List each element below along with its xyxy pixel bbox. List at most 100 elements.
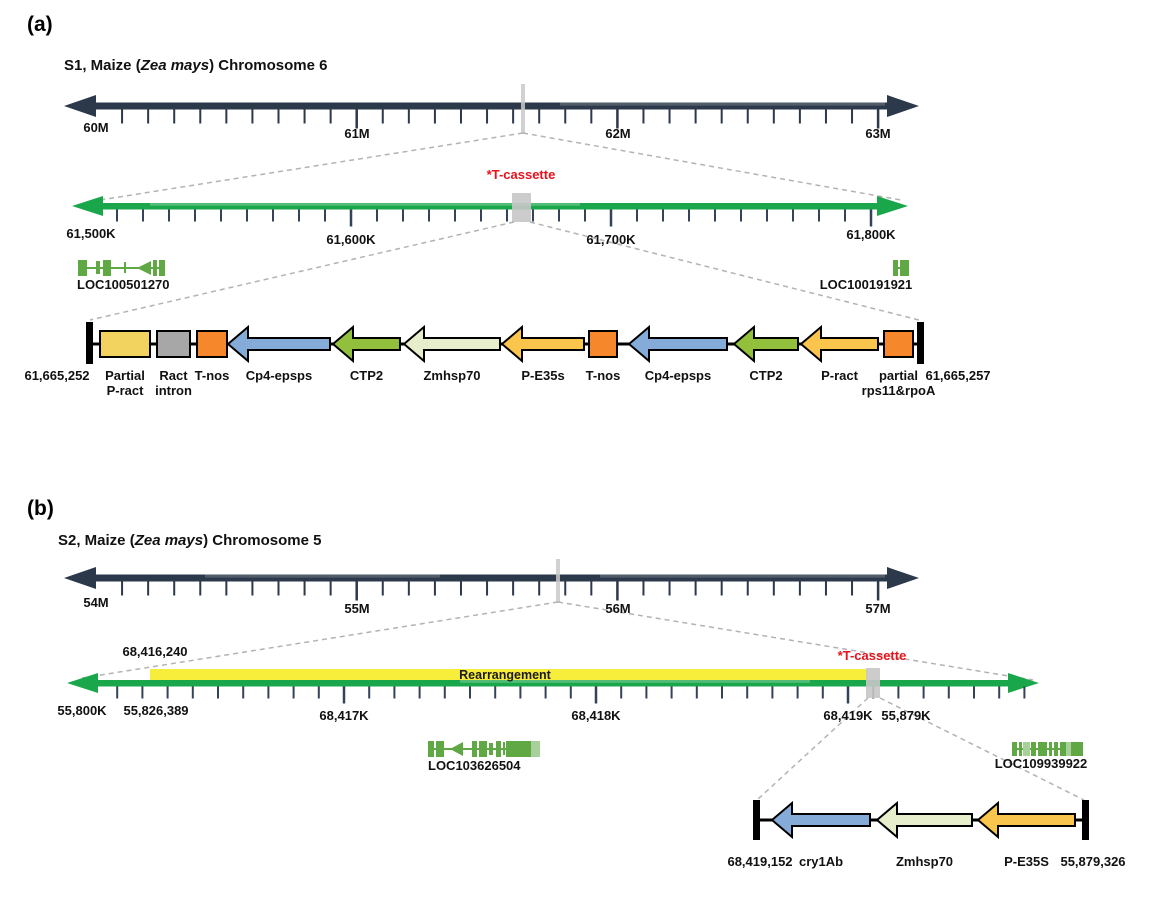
gene-label-loc109939922: LOC109939922 bbox=[994, 756, 1088, 771]
chrom-a-tick-label: 63M bbox=[865, 126, 891, 141]
gene-glyph-loc100501270 bbox=[78, 260, 165, 276]
gene-label-loc100501270: LOC100501270 bbox=[77, 277, 170, 292]
region-b-tick-label: 55,826,389 bbox=[123, 703, 189, 718]
cassette-element-box bbox=[196, 330, 228, 358]
region-b-tick-label: 68,419K bbox=[823, 708, 873, 723]
chrom-b-tick-label: 57M bbox=[865, 601, 891, 616]
chrom-b-tick-label: 54M bbox=[83, 595, 109, 610]
region-ruler-a bbox=[72, 196, 908, 227]
region-left-arrowhead bbox=[67, 673, 98, 693]
gene-label-loc100191921: LOC100191921 bbox=[819, 277, 913, 292]
chrom-a-tick-label: 60M bbox=[83, 120, 109, 135]
region-left-arrowhead bbox=[72, 196, 103, 216]
t-cassette-marker-a bbox=[512, 193, 531, 222]
gene-glyph-loc100191921 bbox=[893, 260, 909, 276]
rearrangement-breakpoint-coordinate: 68,416,240 bbox=[122, 644, 188, 659]
chrom-b-tick-label: 55M bbox=[344, 601, 370, 616]
t-cassette-label-b: *T-cassette bbox=[837, 648, 907, 663]
cassette-element-label: Partial P-ract bbox=[105, 368, 145, 398]
gene-direction-arrow bbox=[137, 261, 151, 275]
title-suffix: ) Chromosome 5 bbox=[203, 532, 322, 549]
chrom-a-tick-label: 62M bbox=[605, 126, 631, 141]
cassette-a-start-coordinate: 61,665,252 bbox=[24, 368, 90, 383]
title-species: Zea mays bbox=[140, 57, 210, 74]
cassette-element-box bbox=[883, 330, 914, 358]
cassette-element-label: CTP2 bbox=[349, 368, 384, 383]
ruler-left-arrowhead bbox=[64, 567, 96, 589]
region-b-tick-label: 68,418K bbox=[571, 708, 621, 723]
region-a-tick-label: 61,800K bbox=[846, 227, 896, 242]
cassette-element-label: P-E35s bbox=[521, 368, 565, 383]
panel-b-title: S2, Maize (Zea mays) Chromosome 5 bbox=[58, 532, 321, 549]
cassette-element-label: T-nos bbox=[585, 368, 621, 383]
cassette-border-bar bbox=[1082, 800, 1089, 840]
cassette-border-bar bbox=[917, 322, 924, 364]
cassette-element-label: Cp4-epsps bbox=[644, 368, 712, 383]
region-a-tick-label: 61,700K bbox=[586, 232, 636, 247]
cassette-element-label: P-E35S bbox=[1004, 854, 1049, 869]
panel-a-title: S1, Maize (Zea mays) Chromosome 6 bbox=[64, 57, 327, 74]
gene-glyph-loc103626504 bbox=[428, 741, 540, 757]
chromosome-ruler-b bbox=[64, 567, 919, 601]
panel-b-tag: (b) bbox=[27, 497, 54, 520]
region-a-tick-label: 61,500K bbox=[66, 226, 116, 241]
region-right-arrowhead bbox=[877, 196, 908, 216]
zoom-projection-lines-b-bottom bbox=[756, 697, 1085, 801]
insertion-site-marker-b bbox=[556, 559, 560, 602]
cassette-element-arrow bbox=[402, 324, 501, 364]
cassette-element-label: CTP2 bbox=[749, 368, 783, 383]
ruler-left-arrowhead bbox=[64, 95, 96, 117]
title-prefix: S1, Maize ( bbox=[64, 57, 141, 74]
cassette-element-arrow bbox=[799, 324, 879, 364]
title-prefix: S2, Maize ( bbox=[58, 532, 135, 549]
cassette-border-bar bbox=[753, 800, 760, 840]
cassette-element-arrow bbox=[500, 324, 585, 364]
region-b-tick-label: 55,879K bbox=[881, 708, 931, 723]
rearrangement-label: Rearrangement bbox=[459, 668, 551, 682]
t-cassette-marker-b bbox=[866, 668, 880, 698]
cassette-b-start-coordinate: 68,419,152 bbox=[727, 854, 793, 869]
cassette-element-label: Cp4-epsps bbox=[245, 368, 313, 383]
cassette-element-label: partial rps11&rpoA bbox=[861, 368, 936, 398]
zoom-projection-lines-a-top bbox=[99, 132, 902, 201]
cassette-element-arrow bbox=[627, 324, 728, 364]
cassette-element-label: Zmhsp70 bbox=[423, 368, 481, 383]
cassette-element-arrow bbox=[226, 324, 331, 364]
cassette-element-label: T-nos bbox=[194, 368, 230, 383]
region-b-tick-label: 55,800K bbox=[57, 703, 107, 718]
panel-a-tag: (a) bbox=[27, 13, 53, 36]
cassette-a-end-coordinate: 61,665,257 bbox=[925, 368, 991, 383]
cassette-element-arrow bbox=[732, 324, 799, 364]
gene-direction-arrow bbox=[450, 742, 463, 756]
cassette-a-diagram bbox=[86, 322, 924, 364]
gene-label-loc103626504: LOC103626504 bbox=[428, 758, 521, 773]
region-a-tick-label: 61,600K bbox=[326, 232, 376, 247]
gene-glyph-loc109939922 bbox=[1012, 742, 1083, 756]
cassette-element-box bbox=[156, 330, 191, 358]
zoom-projection-lines-a-bottom bbox=[89, 221, 920, 321]
cassette-element-label: Ract intron bbox=[155, 368, 192, 398]
chrom-a-tick-label: 61M bbox=[344, 126, 370, 141]
chrom-b-tick-label: 56M bbox=[605, 601, 631, 616]
ruler-right-arrowhead bbox=[887, 567, 919, 589]
cassette-element-arrow bbox=[976, 800, 1076, 840]
region-b-tick-label: 68,417K bbox=[319, 708, 369, 723]
cassette-b-end-coordinate: 55,879,326 bbox=[1060, 854, 1126, 869]
cassette-border-bar bbox=[86, 322, 93, 364]
cassette-element-label: P-ract bbox=[821, 368, 858, 383]
t-cassette-label-a: *T-cassette bbox=[486, 167, 556, 182]
cassette-element-arrow bbox=[770, 800, 871, 840]
cassette-b-diagram bbox=[753, 800, 1089, 840]
cassette-element-label: Zmhsp70 bbox=[895, 854, 954, 869]
rearrangement-band bbox=[150, 669, 868, 682]
title-species: Zea mays bbox=[134, 532, 204, 549]
chromosome-ruler-a bbox=[64, 95, 919, 129]
cassette-element-arrow bbox=[331, 324, 401, 364]
cassette-element-label: cry1Ab bbox=[798, 854, 844, 869]
cassette-element-box bbox=[588, 330, 618, 358]
cassette-element-box bbox=[99, 330, 151, 358]
title-suffix: ) Chromosome 6 bbox=[209, 57, 328, 74]
